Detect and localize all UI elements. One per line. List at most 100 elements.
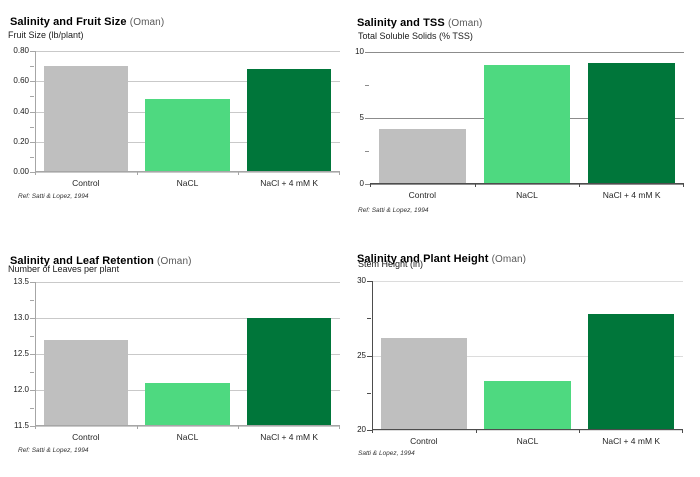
- x-axis-tick: [683, 184, 684, 187]
- x-axis-tick: [370, 184, 371, 187]
- y-minor-tick-mark: [30, 96, 34, 98]
- x-category-label: NaCl + 4 mM K: [602, 190, 661, 200]
- chart-title-text: Salinity and TSS: [357, 17, 445, 30]
- y-tick-mark: [365, 184, 370, 185]
- x-axis-tick: [339, 172, 340, 175]
- chart-tss: Salinity and TSS (Oman) Total Soluble So…: [350, 0, 700, 238]
- chart-title: Salinity and Fruit Size (Oman): [10, 16, 164, 28]
- chart-title-text: Salinity and Plant Height: [357, 253, 489, 266]
- bar-control: [378, 128, 466, 184]
- y-tick-mark: [365, 52, 370, 53]
- reference-citation: Ref: Satti & Lopez, 1994: [18, 447, 89, 454]
- y-minor-tick-mark: [30, 156, 34, 158]
- reference-citation: Ref: Satti & Lopez, 1994: [358, 207, 429, 214]
- y-tick-label: 10: [355, 47, 364, 56]
- x-axis-tick: [579, 184, 581, 187]
- y-minor-tick-mark: [367, 392, 371, 394]
- x-axis-tick: [238, 426, 240, 429]
- chart-region-label: (Oman): [491, 254, 527, 266]
- y-axis-label: Number of Leaves per plant: [8, 264, 120, 274]
- x-category-label: Control: [72, 178, 100, 188]
- reference-citation: Satti & Lopez, 1994: [358, 450, 415, 457]
- y-gridline: [370, 184, 684, 185]
- y-minor-tick-mark: [365, 151, 369, 152]
- y-tick-label: 12.5: [13, 349, 29, 358]
- x-axis-tick: [682, 430, 683, 433]
- y-gridline: [35, 354, 340, 355]
- chart-fruit-size: Salinity and Fruit Size (Oman) Fruit Siz…: [0, 0, 350, 238]
- x-axis-tick: [579, 430, 581, 433]
- y-tick-mark: [30, 282, 35, 283]
- chart-title-text: Salinity and Leaf Retention: [10, 255, 154, 268]
- bar-nacl-4-mm-k: [588, 62, 676, 184]
- x-category-label: NaCL: [516, 436, 539, 446]
- y-tick-label: 30: [357, 276, 366, 285]
- x-axis-tick: [475, 430, 477, 433]
- y-minor-tick-mark: [365, 85, 369, 86]
- x-axis-tick: [136, 426, 138, 429]
- y-tick-label: 0.80: [13, 46, 29, 55]
- y-tick-mark: [30, 141, 35, 143]
- y-tick-mark: [30, 172, 35, 173]
- x-axis-tick: [474, 184, 476, 187]
- x-axis-tick: [35, 172, 36, 175]
- y-tick-mark: [30, 111, 35, 113]
- y-tick-label: 12.0: [13, 385, 29, 394]
- x-axis-tick: [372, 430, 373, 433]
- chart-title: Salinity and TSS (Oman): [357, 17, 482, 29]
- y-tick-mark: [367, 281, 372, 282]
- y-minor-tick-mark: [30, 336, 34, 337]
- y-tick-mark: [367, 430, 372, 431]
- bar-nacl: [145, 382, 230, 426]
- y-gridline: [35, 81, 340, 83]
- y-tick-mark: [30, 81, 35, 83]
- x-axis-labels: Control NaCL NaCl + 4 mM K: [372, 436, 683, 448]
- bar-nacl: [484, 380, 571, 430]
- y-minor-tick-mark: [30, 126, 34, 128]
- x-axis-tick: [136, 172, 138, 175]
- y-axis-label: Fruit Size (lb/plant): [8, 30, 84, 40]
- bar-nacl: [483, 65, 571, 184]
- y-axis-label: Total Soluble Solids (% TSS): [358, 31, 473, 41]
- chart-region-label: (Oman): [157, 256, 192, 268]
- y-axis-label: Stem Height (in): [358, 259, 424, 269]
- y-tick-label: 11.5: [14, 421, 29, 430]
- y-tick-mark: [367, 355, 372, 357]
- y-minor-tick-mark: [30, 66, 34, 68]
- y-gridline: [35, 51, 340, 52]
- y-tick-label: 5: [359, 113, 364, 122]
- bar-nacl-4-mm-k: [246, 318, 332, 426]
- y-gridline: [372, 281, 683, 282]
- bar-control: [380, 337, 467, 430]
- y-tick-label: 13.5: [13, 277, 29, 286]
- y-tick-label: 0.40: [13, 106, 29, 116]
- y-tick-label: 0.00: [13, 167, 29, 176]
- x-category-label: Control: [72, 432, 100, 442]
- plot-area: 0.80 0.60 0.40 0.20 0.00: [13, 47, 340, 176]
- x-axis-labels: Control NaCL NaCl + 4 mM K: [35, 432, 340, 444]
- chart-leaf-retention: Salinity and Leaf Retention (Oman) Numbe…: [0, 238, 350, 476]
- chart-title: Salinity and Plant Height (Oman): [357, 253, 526, 265]
- y-gridline: [35, 426, 340, 427]
- x-axis-tick: [339, 426, 340, 429]
- y-tick-label: 20: [357, 425, 366, 434]
- x-category-label: Control: [410, 436, 438, 446]
- chart-region-label: (Oman): [447, 18, 483, 30]
- x-category-label: NaCl + 4 mM K: [260, 432, 319, 442]
- x-category-label: NaCL: [516, 190, 538, 200]
- y-tick-label: 13.0: [13, 313, 29, 322]
- y-minor-tick-mark: [30, 300, 34, 301]
- y-tick-mark: [30, 51, 35, 52]
- y-minor-tick-mark: [30, 372, 34, 373]
- plot-area: 13.5 13.0 12.5 12.0 11.5: [13, 278, 340, 430]
- y-tick-mark: [30, 318, 35, 319]
- reference-citation: Ref: Satti & Lopez, 1994: [18, 193, 89, 200]
- bar-control: [43, 339, 129, 426]
- y-gridline: [35, 318, 340, 319]
- x-category-label: Control: [408, 190, 437, 200]
- y-gridline: [372, 430, 683, 431]
- y-gridline: [372, 355, 683, 357]
- bar-control: [43, 66, 129, 172]
- y-tick-label: 0: [359, 179, 364, 188]
- y-gridline: [35, 172, 340, 173]
